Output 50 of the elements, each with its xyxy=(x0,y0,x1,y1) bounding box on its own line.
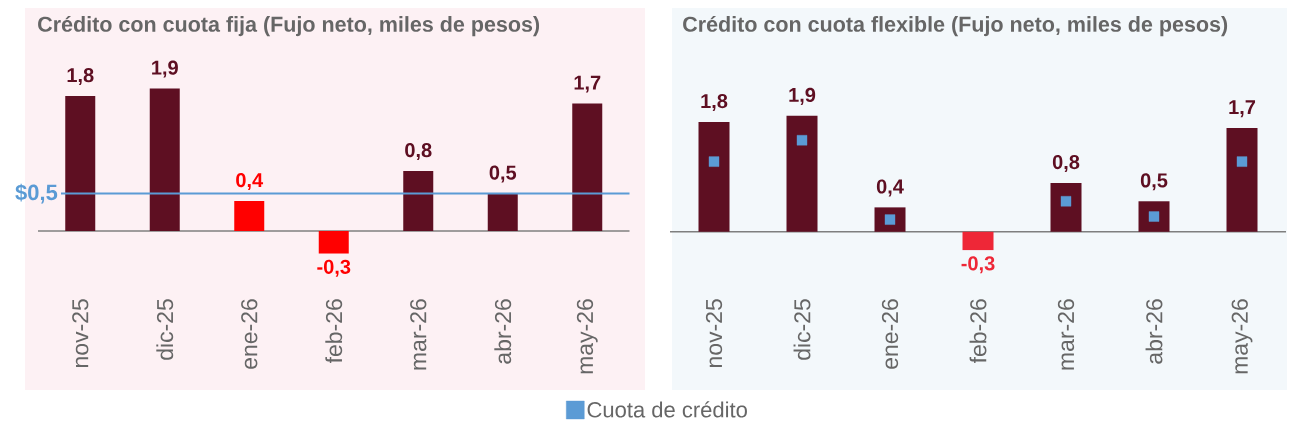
bar xyxy=(1226,128,1258,232)
x-tick-label: feb-26 xyxy=(969,299,987,364)
bar xyxy=(487,193,518,232)
bar xyxy=(149,88,180,232)
x-tick-label: dic-25 xyxy=(156,299,174,360)
ref-line-label: $0,5 xyxy=(15,183,58,204)
data-label: 0,4 xyxy=(876,179,904,197)
x-tick-label: mar-26 xyxy=(1057,299,1075,370)
bar xyxy=(403,171,434,232)
data-label: 1,9 xyxy=(789,87,816,105)
bar xyxy=(65,96,96,232)
x-tick-label: dic-25 xyxy=(793,299,811,360)
data-label: -0,3 xyxy=(317,259,351,277)
bar xyxy=(234,201,265,232)
bar xyxy=(698,121,730,232)
x-tick-label: abr-26 xyxy=(494,299,512,364)
bar xyxy=(962,231,994,251)
data-label: 1,8 xyxy=(67,68,94,86)
bar xyxy=(1050,182,1082,232)
bar xyxy=(318,231,349,254)
data-label: 0,8 xyxy=(405,143,432,161)
point xyxy=(884,214,896,225)
x-tick-label: ene-26 xyxy=(241,299,258,369)
data-label: 1,8 xyxy=(701,93,728,112)
chart-title: Crédito con cuota flexible (Fujo neto, miles de pesos) xyxy=(683,15,1228,37)
point xyxy=(796,135,808,146)
bar xyxy=(572,103,603,232)
point xyxy=(1060,196,1072,207)
x-tick-label: mar-26 xyxy=(410,299,427,370)
data-label: 0,5 xyxy=(489,165,517,183)
data-label: 0,8 xyxy=(1052,155,1080,173)
data-label: 1,9 xyxy=(152,60,178,78)
x-tick-label: feb-26 xyxy=(325,299,343,364)
x-tick-label: may-26 xyxy=(576,299,598,374)
data-label: 0,4 xyxy=(236,173,264,191)
x-tick-label: abr-26 xyxy=(1145,299,1163,364)
x-tick-label: nov-25 xyxy=(72,299,89,367)
data-label: -0,3 xyxy=(961,256,995,274)
point xyxy=(1148,211,1160,222)
x-tick-label: ene-26 xyxy=(881,299,899,369)
data-label: 0,5 xyxy=(1140,173,1168,191)
bar xyxy=(786,115,818,232)
x-tick-label: nov-25 xyxy=(705,299,723,367)
data-label: 1,7 xyxy=(1229,100,1256,118)
point xyxy=(1236,156,1248,167)
legend-label: Cuota de crédito xyxy=(587,401,747,418)
x-tick-label: may-26 xyxy=(1231,299,1253,374)
data-label: 1,7 xyxy=(574,75,601,93)
point xyxy=(708,156,720,167)
chart-title: Crédito con cuota fija (Fujo neto, miles de pesos) xyxy=(38,15,540,37)
